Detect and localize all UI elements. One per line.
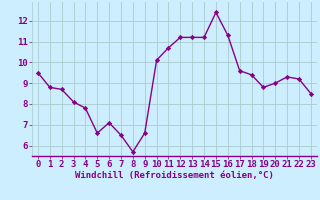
X-axis label: Windchill (Refroidissement éolien,°C): Windchill (Refroidissement éolien,°C): [75, 171, 274, 180]
